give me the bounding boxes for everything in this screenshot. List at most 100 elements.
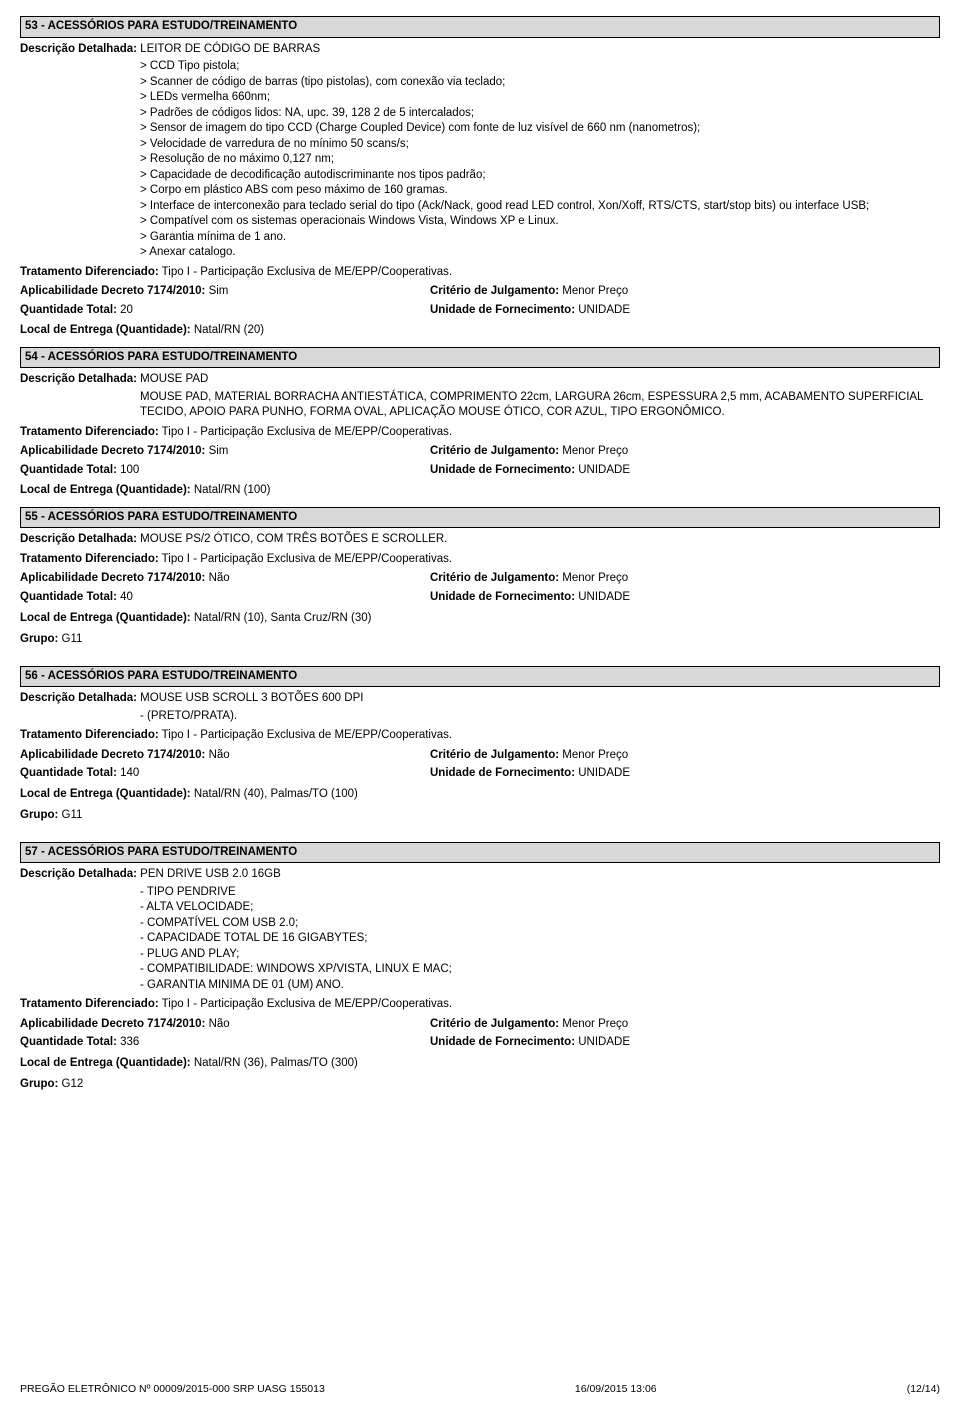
desc-line: > Resolução de no máximo 0,127 nm; <box>140 152 940 168</box>
tratamento-value: Tipo I - Participação Exclusiva de ME/EP… <box>162 266 452 278</box>
grupo-label: Grupo: <box>20 1078 58 1090</box>
criterio-value: Menor Preço <box>562 749 628 761</box>
aplic-value: Não <box>209 572 230 584</box>
tratamento-label: Tratamento Diferenciado: <box>20 266 159 278</box>
grupo-value: G11 <box>62 633 83 645</box>
desc-row: Descrição Detalhada: MOUSE PS/2 ÓTICO, C… <box>20 532 940 548</box>
aplic-crit-row: Aplicabilidade Decreto 7174/2010: NãoCri… <box>20 571 940 587</box>
desc-line: - PLUG AND PLAY; <box>140 947 940 963</box>
tratamento-row: Tratamento Diferenciado: Tipo I - Partic… <box>20 265 940 281</box>
qtd-label: Quantidade Total: <box>20 591 117 603</box>
local-label: Local de Entrega (Quantidade): <box>20 1057 191 1069</box>
desc-label: Descrição Detalhada: <box>20 533 137 545</box>
local-label: Local de Entrega (Quantidade): <box>20 612 191 624</box>
criterio-value: Menor Preço <box>562 285 628 297</box>
aplic-crit-row: Aplicabilidade Decreto 7174/2010: Sim Cri… <box>20 284 940 300</box>
desc-line: - COMPATÍVEL COM USB 2.0; <box>140 916 940 932</box>
aplic-label: Aplicabilidade Decreto 7174/2010: <box>20 285 205 297</box>
unidade-value: UNIDADE <box>578 464 630 476</box>
aplic-label: Aplicabilidade Decreto 7174/2010: <box>20 445 205 457</box>
aplic-crit-row: Aplicabilidade Decreto 7174/2010: NãoCri… <box>20 748 940 764</box>
desc-line: - COMPATIBILIDADE: WINDOWS XP/VISTA, LIN… <box>140 962 940 978</box>
aplic-label: Aplicabilidade Decreto 7174/2010: <box>20 1018 205 1030</box>
desc-line: > Garantia mínima de 1 ano. <box>140 230 940 246</box>
qtd-unid-row: Quantidade Total: 40Unidade de Fornecime… <box>20 590 940 606</box>
item-header: 55 - ACESSÓRIOS PARA ESTUDO/TREINAMENTO <box>20 507 940 529</box>
local-row: Local de Entrega (Quantidade): Natal/RN … <box>20 611 940 627</box>
qtd-value: 336 <box>120 1036 139 1048</box>
desc-line: - (PRETO/PRATA). <box>140 709 940 725</box>
item-header: 57 - ACESSÓRIOS PARA ESTUDO/TREINAMENTO <box>20 842 940 864</box>
grupo-value: G12 <box>62 1078 84 1090</box>
desc-label: Descrição Detalhada: <box>20 373 137 385</box>
qtd-label: Quantidade Total: <box>20 464 117 476</box>
desc-line: > Corpo em plástico ABS com peso máximo … <box>140 183 940 199</box>
aplic-crit-row: Aplicabilidade Decreto 7174/2010: NãoCri… <box>20 1017 940 1033</box>
desc-line: > Sensor de imagem do tipo CCD (Charge C… <box>140 121 940 137</box>
qtd-label: Quantidade Total: <box>20 304 117 316</box>
local-row: Local de Entrega (Quantidade): Natal/RN … <box>20 483 940 499</box>
desc-line: > Velocidade de varredura de no mínimo 5… <box>140 137 940 153</box>
aplic-label: Aplicabilidade Decreto 7174/2010: <box>20 572 205 584</box>
desc-line: > CCD Tipo pistola; <box>140 59 940 75</box>
desc-line: - ALTA VELOCIDADE; <box>140 900 940 916</box>
desc-label: Descrição Detalhada: <box>20 43 137 55</box>
footer-right: (12/14) <box>907 1382 940 1396</box>
local-value: Natal/RN (10), Santa Cruz/RN (30) <box>194 612 372 624</box>
desc-line: > Scanner de código de barras (tipo pist… <box>140 75 940 91</box>
unidade-label: Unidade de Fornecimento: <box>430 591 575 603</box>
unidade-value: UNIDADE <box>578 1036 630 1048</box>
unidade-value: UNIDADE <box>578 304 630 316</box>
tratamento-row: Tratamento Diferenciado: Tipo I - Partic… <box>20 728 940 744</box>
grupo-row: Grupo: G11 <box>20 808 940 824</box>
local-row: Local de Entrega (Quantidade): Natal/RN … <box>20 323 940 339</box>
unidade-value: UNIDADE <box>578 591 630 603</box>
grupo-label: Grupo: <box>20 633 58 645</box>
criterio-label: Critério de Julgamento: <box>430 285 559 297</box>
grupo-label: Grupo: <box>20 809 58 821</box>
tratamento-value: Tipo I - Participação Exclusiva de ME/EP… <box>162 729 452 741</box>
local-label: Local de Entrega (Quantidade): <box>20 484 191 496</box>
item-header: 53 - ACESSÓRIOS PARA ESTUDO/TREINAMENTO <box>20 16 940 38</box>
qtd-value: 100 <box>120 464 139 476</box>
qtd-unid-row: Quantidade Total: 140Unidade de Fornecim… <box>20 766 940 782</box>
local-value: Natal/RN (40), Palmas/TO (100) <box>194 788 358 800</box>
item-header: 54 - ACESSÓRIOS PARA ESTUDO/TREINAMENTO <box>20 347 940 369</box>
qtd-value: 140 <box>120 767 139 779</box>
unidade-label: Unidade de Fornecimento: <box>430 1036 575 1048</box>
tratamento-value: Tipo I - Participação Exclusiva de ME/EP… <box>162 553 452 565</box>
criterio-label: Critério de Julgamento: <box>430 1018 559 1030</box>
desc-line: > LEDs vermelha 660nm; <box>140 90 940 106</box>
criterio-value: Menor Preço <box>562 445 628 457</box>
desc-row: Descrição Detalhada: MOUSE USB SCROLL 3 … <box>20 691 940 707</box>
footer-center: 16/09/2015 13:06 <box>575 1382 657 1396</box>
desc-first: MOUSE PAD <box>140 373 208 385</box>
desc-line: > Anexar catalogo. <box>140 245 940 261</box>
aplic-value: Sim <box>209 285 229 297</box>
grupo-value: G11 <box>62 809 83 821</box>
criterio-value: Menor Preço <box>562 1018 628 1030</box>
tratamento-label: Tratamento Diferenciado: <box>20 553 159 565</box>
desc-first: PEN DRIVE USB 2.0 16GB <box>140 868 281 880</box>
desc-row: Descrição Detalhada: PEN DRIVE USB 2.0 1… <box>20 867 940 883</box>
unidade-label: Unidade de Fornecimento: <box>430 464 575 476</box>
qtd-unid-row: Quantidade Total: 100 Unidade de Fornecim… <box>20 463 940 479</box>
criterio-value: Menor Preço <box>562 572 628 584</box>
desc-label: Descrição Detalhada: <box>20 868 137 880</box>
local-row: Local de Entrega (Quantidade): Natal/RN … <box>20 1056 940 1072</box>
desc-first: MOUSE PS/2 ÓTICO, COM TRÊS BOTÕES E SCRO… <box>140 533 447 545</box>
local-row: Local de Entrega (Quantidade): Natal/RN … <box>20 787 940 803</box>
desc-label: Descrição Detalhada: <box>20 692 137 704</box>
desc-row: Descrição Detalhada: MOUSE PAD <box>20 372 940 388</box>
local-label: Local de Entrega (Quantidade): <box>20 788 191 800</box>
local-value: Natal/RN (100) <box>194 484 271 496</box>
unidade-value: UNIDADE <box>578 767 630 779</box>
qtd-unid-row: Quantidade Total: 336Unidade de Fornecim… <box>20 1035 940 1051</box>
desc-line: > Capacidade de decodificação autodiscri… <box>140 168 940 184</box>
grupo-row: Grupo: G12 <box>20 1077 940 1093</box>
criterio-label: Critério de Julgamento: <box>430 749 559 761</box>
tratamento-label: Tratamento Diferenciado: <box>20 729 159 741</box>
item-header: 56 - ACESSÓRIOS PARA ESTUDO/TREINAMENTO <box>20 666 940 688</box>
aplic-label: Aplicabilidade Decreto 7174/2010: <box>20 749 205 761</box>
desc-line: > Compatível com os sistemas operacionai… <box>140 214 940 230</box>
